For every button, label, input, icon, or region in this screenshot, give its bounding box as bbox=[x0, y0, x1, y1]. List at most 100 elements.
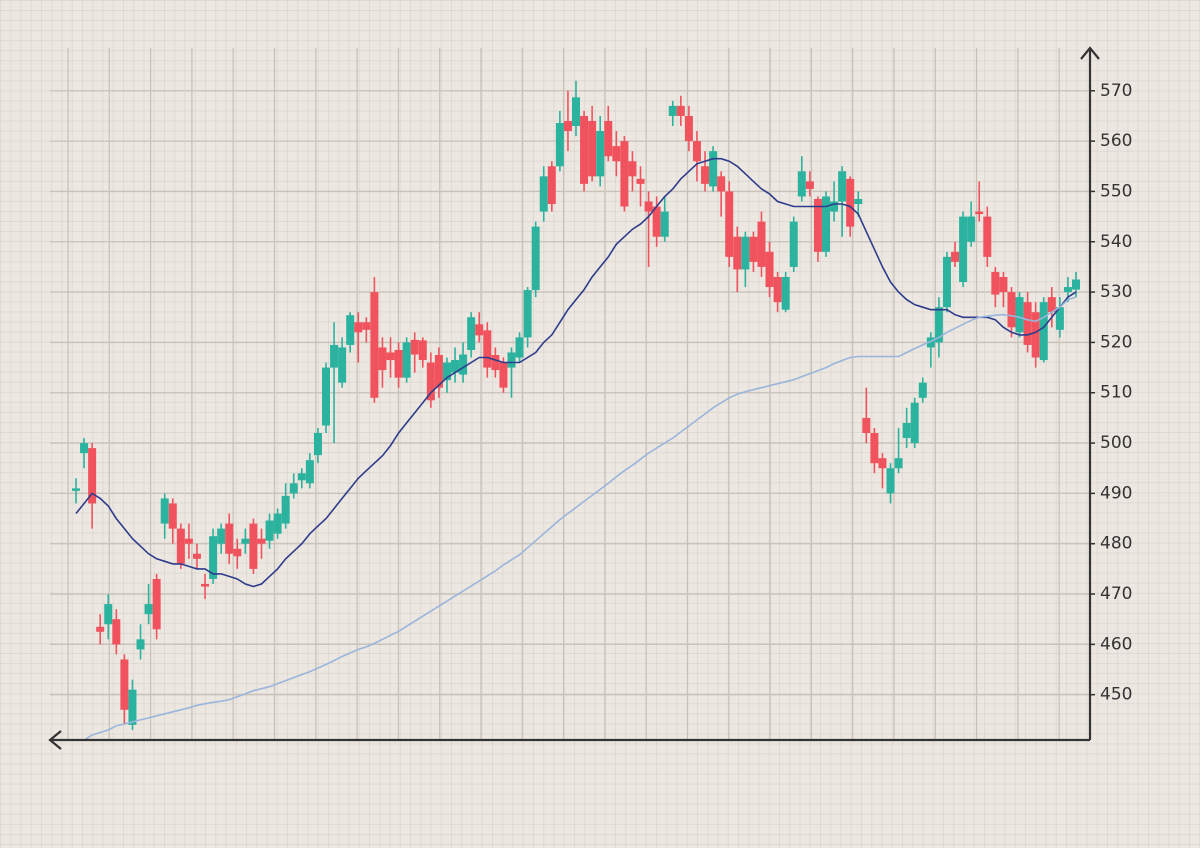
candle-body bbox=[547, 166, 556, 205]
candle-body bbox=[418, 340, 427, 361]
candle-body bbox=[644, 201, 653, 212]
candle-body bbox=[604, 120, 613, 157]
candle-body bbox=[596, 131, 605, 177]
candle-body bbox=[1015, 297, 1024, 333]
candle-body bbox=[354, 322, 363, 333]
candle-body bbox=[975, 211, 984, 215]
candle-body bbox=[959, 216, 968, 283]
candle-body bbox=[88, 448, 97, 504]
candle-body bbox=[967, 216, 976, 242]
candle-body bbox=[555, 122, 564, 167]
candle-body bbox=[1047, 297, 1056, 313]
candle-body bbox=[112, 619, 121, 645]
candle-body bbox=[176, 528, 185, 564]
candle-body bbox=[701, 166, 710, 184]
candle-body bbox=[668, 105, 677, 116]
candle-body bbox=[797, 171, 806, 197]
candle-body bbox=[451, 360, 460, 373]
x-axis-arrow bbox=[48, 730, 62, 750]
candle-body bbox=[749, 236, 758, 262]
candle-body bbox=[789, 221, 798, 267]
candle-body bbox=[926, 337, 935, 348]
candle-body bbox=[467, 317, 476, 350]
candle-body bbox=[620, 141, 629, 207]
candle-body bbox=[225, 523, 234, 554]
candle-body bbox=[741, 236, 750, 270]
candle-body bbox=[128, 689, 137, 725]
candle-body bbox=[572, 97, 580, 127]
candle-body bbox=[209, 536, 218, 579]
candle-body bbox=[434, 354, 443, 388]
candle-body bbox=[386, 352, 395, 361]
candle-body bbox=[1063, 287, 1072, 293]
candle-body bbox=[305, 460, 314, 484]
candle-body bbox=[531, 226, 540, 291]
candle-body bbox=[322, 367, 330, 426]
candle-body bbox=[660, 211, 669, 237]
candle-body bbox=[676, 105, 685, 116]
candle-body bbox=[991, 271, 1000, 295]
candle-body bbox=[370, 292, 379, 398]
candle-body bbox=[878, 458, 887, 469]
candle-body bbox=[426, 362, 435, 401]
candle-body bbox=[96, 626, 105, 632]
candle-body bbox=[459, 354, 468, 375]
candle-body bbox=[144, 604, 153, 615]
candle-body bbox=[80, 443, 89, 454]
candle-body bbox=[378, 347, 387, 371]
candle-body bbox=[725, 191, 734, 257]
candle-body bbox=[846, 178, 855, 227]
y-tick-label: 520 bbox=[1100, 332, 1132, 352]
candle-body bbox=[636, 178, 645, 184]
candle-body bbox=[410, 339, 419, 355]
candle-body bbox=[1072, 279, 1080, 290]
candle-body bbox=[523, 290, 532, 338]
y-tick-label: 540 bbox=[1100, 232, 1132, 252]
y-tick-label: 560 bbox=[1100, 131, 1132, 151]
candle-body bbox=[499, 362, 508, 388]
candle-body bbox=[249, 523, 258, 569]
y-tick-label: 480 bbox=[1100, 534, 1132, 554]
candle-body bbox=[297, 473, 306, 481]
candle-body bbox=[394, 349, 403, 378]
candle-body bbox=[588, 120, 597, 177]
candle-body bbox=[281, 495, 290, 524]
candle-body bbox=[942, 256, 951, 308]
candle-body bbox=[1007, 292, 1016, 328]
candle-body bbox=[289, 483, 298, 494]
candle-body bbox=[1039, 302, 1048, 361]
candle-body bbox=[717, 176, 726, 192]
candle-body bbox=[757, 221, 766, 267]
candle-body bbox=[709, 151, 718, 187]
candle-body bbox=[894, 458, 903, 469]
candle-body bbox=[515, 337, 524, 358]
candle-body bbox=[72, 488, 80, 491]
candle-body bbox=[104, 604, 113, 625]
candle-body bbox=[338, 347, 347, 383]
candle-body bbox=[733, 236, 742, 270]
candle-body bbox=[805, 181, 814, 189]
candle-body bbox=[684, 115, 693, 142]
y-tick-label: 460 bbox=[1100, 634, 1132, 654]
candle-body bbox=[692, 141, 701, 162]
y-tick-label: 500 bbox=[1100, 433, 1132, 453]
candle-body bbox=[233, 548, 242, 557]
candle-body bbox=[999, 276, 1008, 293]
candle-body bbox=[563, 120, 572, 132]
candle-body bbox=[813, 198, 822, 252]
candle-body bbox=[918, 382, 927, 398]
candle-body bbox=[652, 206, 661, 237]
candle-body bbox=[539, 176, 548, 212]
candle-body bbox=[313, 433, 322, 456]
candle-body bbox=[217, 528, 226, 544]
candle-body bbox=[136, 639, 145, 650]
y-tick-label: 490 bbox=[1100, 483, 1132, 503]
candle-body bbox=[862, 417, 871, 434]
candle-body bbox=[265, 520, 274, 541]
y-tick-label: 530 bbox=[1100, 282, 1132, 302]
candle-body bbox=[1055, 307, 1064, 330]
candle-body bbox=[475, 324, 484, 336]
candle-body bbox=[483, 330, 492, 368]
candle-body bbox=[628, 161, 637, 177]
candle-body bbox=[870, 433, 879, 464]
